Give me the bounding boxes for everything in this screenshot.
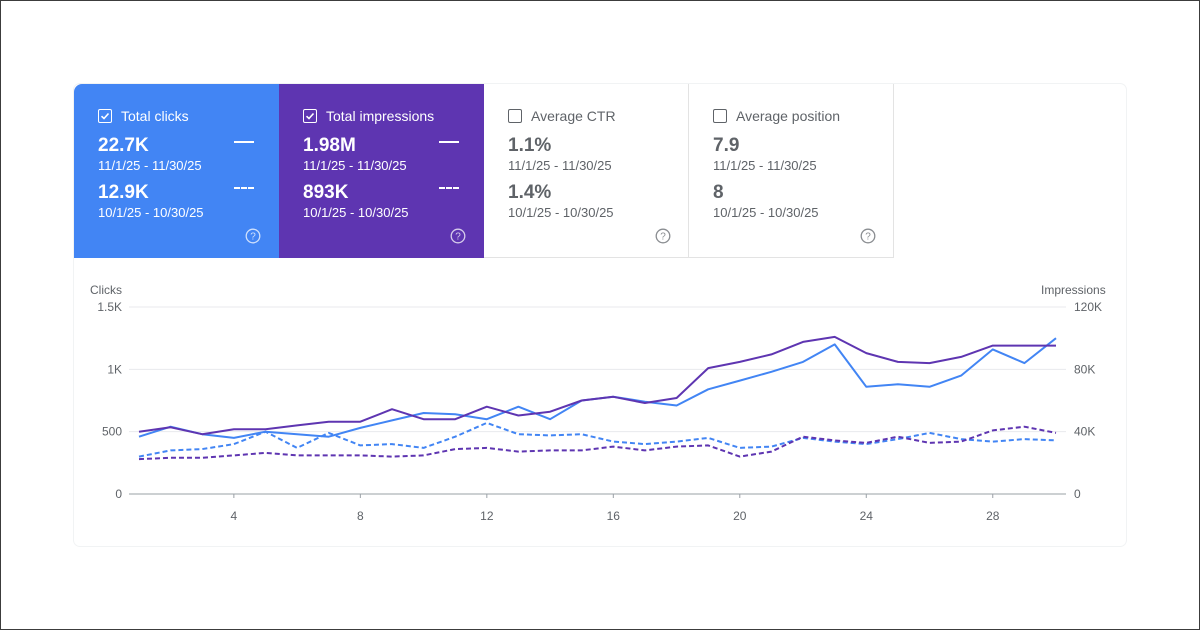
- card-average-ctr[interactable]: Average CTR 1.1% 11/1/25 - 11/30/25 1.4%…: [484, 84, 689, 258]
- left-axis-title: Clicks: [90, 283, 122, 297]
- svg-text:?: ?: [660, 232, 666, 243]
- help-icon[interactable]: ?: [450, 228, 466, 244]
- card-label: Average position: [736, 108, 841, 124]
- checkbox[interactable]: [303, 109, 317, 123]
- value-previous: 12.9K: [98, 182, 149, 203]
- value-previous: 893K: [303, 182, 349, 203]
- value-previous: 1.4%: [508, 182, 552, 203]
- svg-text:?: ?: [455, 232, 461, 243]
- value-current: 1.98M: [303, 135, 356, 156]
- card-label: Total clicks: [121, 108, 189, 124]
- card-label-row: Total clicks: [98, 108, 189, 124]
- solid-line-legend: [439, 141, 459, 143]
- svg-text:?: ?: [250, 232, 256, 243]
- metric-cards: Total clicks 22.7K 11/1/25 - 11/30/25 12…: [74, 84, 894, 258]
- card-label: Total impressions: [326, 108, 435, 124]
- range-previous: 10/1/25 - 10/30/25: [98, 205, 204, 220]
- help-icon[interactable]: ?: [655, 228, 671, 244]
- range-current: 11/1/25 - 11/30/25: [98, 158, 202, 173]
- value-current: 22.7K: [98, 135, 149, 156]
- checkbox[interactable]: [98, 109, 112, 123]
- value-current: 1.1%: [508, 135, 552, 156]
- range-current: 11/1/25 - 11/30/25: [508, 158, 612, 173]
- help-icon[interactable]: ?: [245, 228, 261, 244]
- card-label-row: Total impressions: [303, 108, 434, 124]
- range-previous: 10/1/25 - 10/30/25: [508, 205, 614, 220]
- dashed-line-legend: [439, 187, 459, 189]
- checkbox[interactable]: [713, 109, 727, 123]
- checkbox[interactable]: [508, 109, 522, 123]
- card-label: Average CTR: [531, 108, 616, 124]
- check-icon: [305, 112, 315, 120]
- card-average-position[interactable]: Average position 7.9 11/1/25 - 11/30/25 …: [689, 84, 894, 258]
- check-icon: [100, 112, 110, 120]
- value-previous: 8: [713, 182, 724, 203]
- dashed-line-legend: [234, 187, 254, 189]
- value-current: 7.9: [713, 135, 740, 156]
- svg-text:?: ?: [865, 232, 871, 243]
- solid-line-legend: [234, 141, 254, 143]
- range-current: 11/1/25 - 11/30/25: [303, 158, 407, 173]
- card-total-clicks[interactable]: Total clicks 22.7K 11/1/25 - 11/30/25 12…: [74, 84, 279, 258]
- card-label-row: Average position: [713, 108, 840, 124]
- range-previous: 10/1/25 - 10/30/25: [713, 205, 819, 220]
- right-axis-title: Impressions: [1041, 283, 1106, 297]
- card-total-impressions[interactable]: Total impressions 1.98M 11/1/25 - 11/30/…: [279, 84, 484, 258]
- card-label-row: Average CTR: [508, 108, 616, 124]
- help-icon[interactable]: ?: [860, 228, 876, 244]
- range-current: 11/1/25 - 11/30/25: [713, 158, 817, 173]
- range-previous: 10/1/25 - 10/30/25: [303, 205, 409, 220]
